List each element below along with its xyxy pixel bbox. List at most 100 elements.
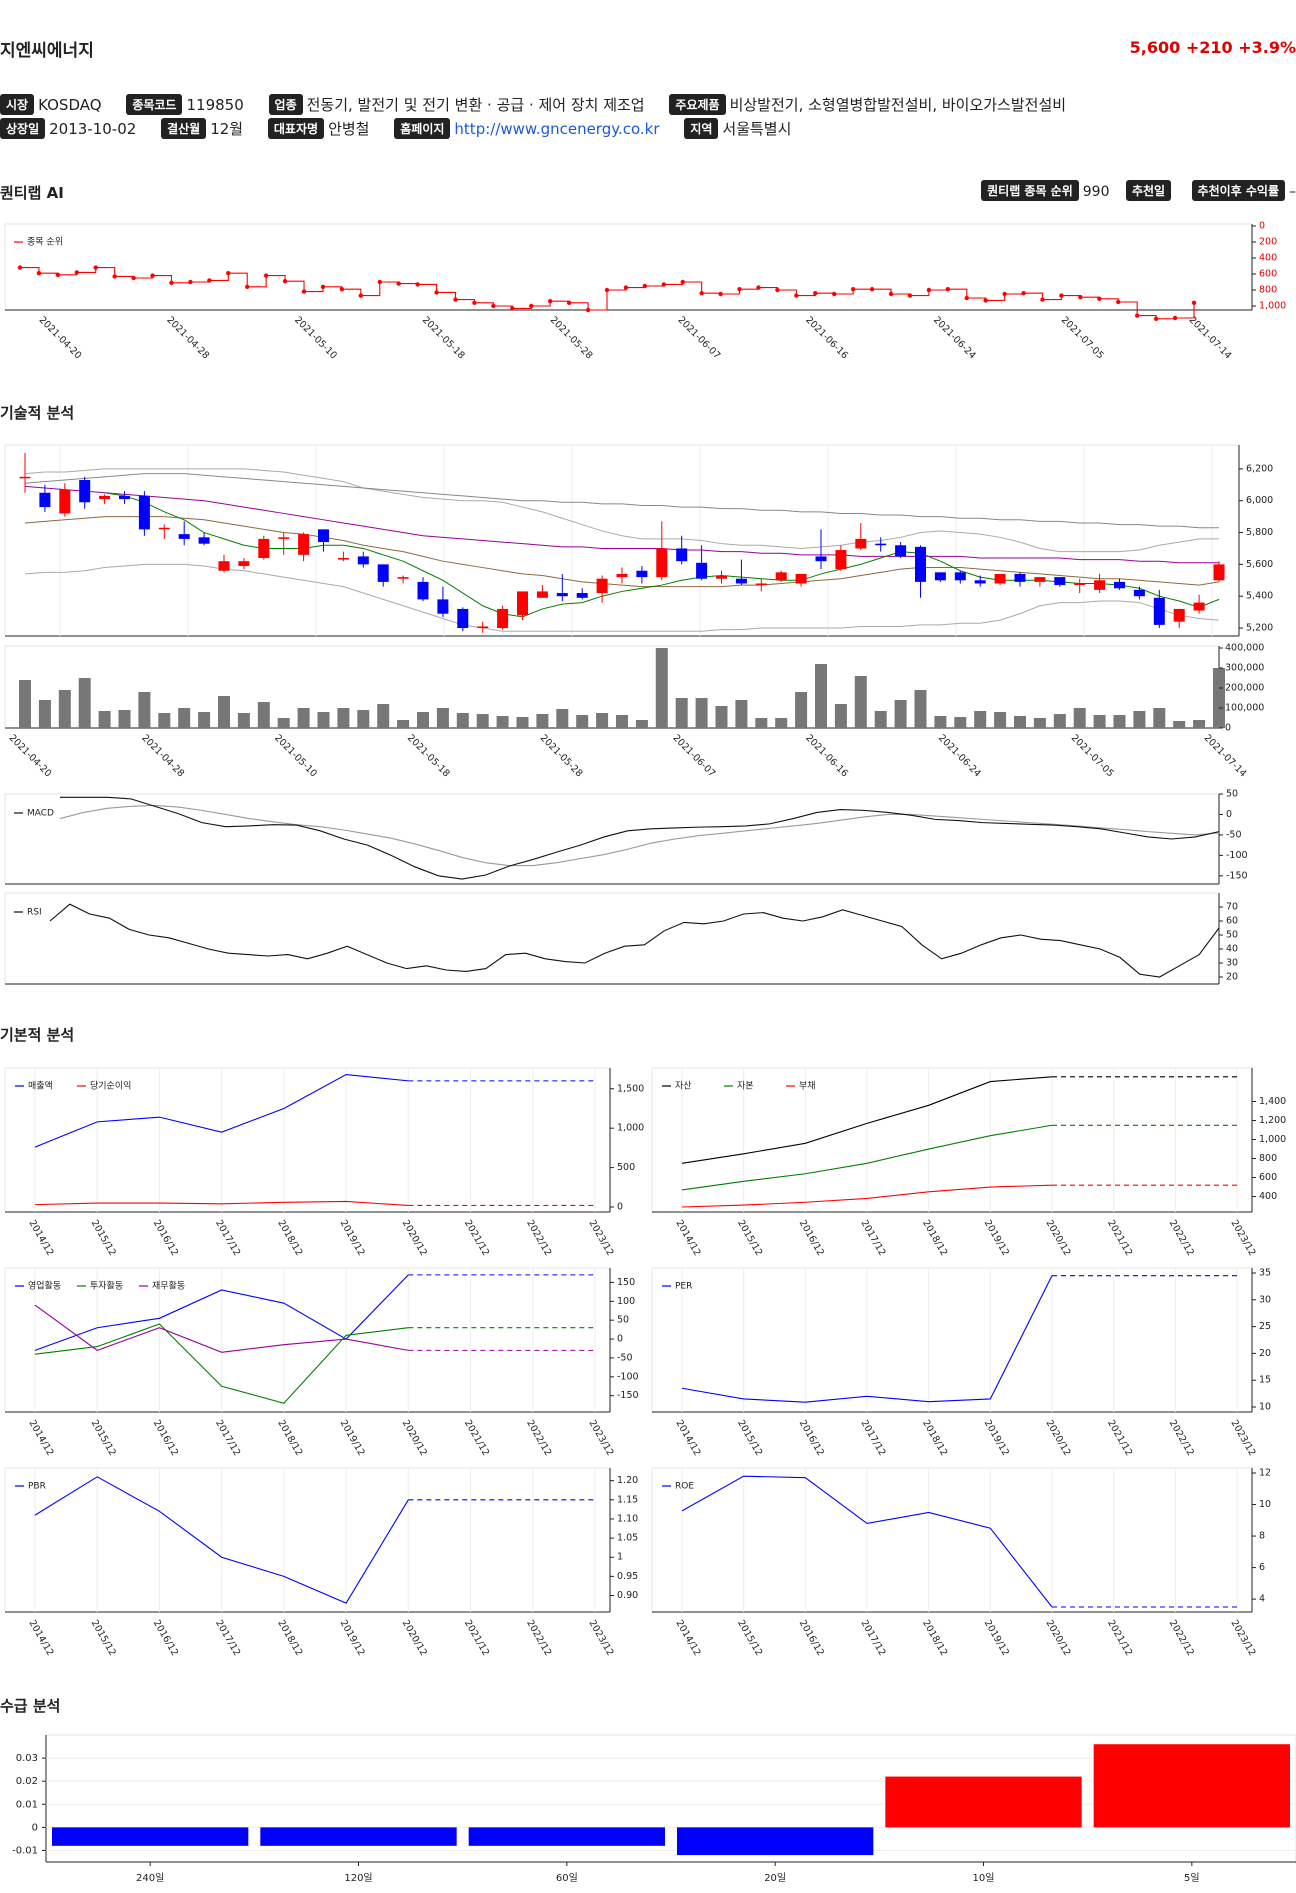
rank-point (1002, 291, 1007, 297)
volume-bar (695, 698, 708, 728)
sales-chart-legend-label: 당기순이익 (90, 1080, 131, 1092)
candle-body (1114, 581, 1125, 589)
rank-chart-frame (4, 223, 1253, 311)
per-chart-ytick-label: 30 (1259, 1294, 1271, 1305)
info-row-2: 상장일 2013-10-02 결산월 12월 대표자명 안병철 홈페이지 http://… (0, 118, 811, 139)
per-chart-ytick-label: 15 (1259, 1375, 1271, 1386)
roe-chart-ytick-label: 10 (1259, 1499, 1271, 1510)
rank-point (1021, 291, 1026, 296)
rank-point (680, 279, 685, 285)
rank-point (1059, 293, 1064, 298)
rank-value: 990 (1082, 184, 1110, 200)
volume-bar (1033, 718, 1046, 728)
candle-body (1034, 577, 1046, 582)
supply-xtick-label: 60일 (556, 1872, 578, 1884)
per-chart-xtick-label: 2017/12 (858, 1418, 887, 1458)
rsi-chart-ytick-label: 60 (1226, 916, 1238, 927)
rank-chart-ytick-label: 800 (1259, 285, 1277, 296)
rank-point (604, 287, 610, 293)
price-ma120-line (24, 473, 1219, 529)
candle-body (198, 537, 210, 544)
candle-body (457, 608, 469, 629)
volume-bar (675, 698, 688, 728)
volume-bar (536, 714, 549, 728)
volume-bar (357, 710, 370, 728)
supply-bar (1093, 1744, 1290, 1828)
candle-body (636, 570, 648, 578)
volume-bar (1093, 715, 1106, 728)
rank-point (169, 280, 174, 285)
volume-bar (934, 716, 947, 728)
per-chart-xtick-label: 2020/12 (1043, 1418, 1072, 1458)
per-chart-series-line (681, 1275, 1053, 1403)
rank-point (491, 303, 496, 309)
volume-bar (19, 680, 31, 728)
candle-body (397, 577, 409, 579)
rank-point (510, 306, 515, 311)
rank-xtick-label: 2021-05-10 (292, 315, 339, 362)
candle-body (337, 558, 349, 560)
candle-body (1173, 608, 1185, 622)
sales-chart-xtick-label: 2019/12 (337, 1218, 366, 1258)
candle-body (238, 561, 250, 566)
candle-body (59, 489, 71, 514)
volume-xtick-label: 2021-07-14 (1202, 733, 1249, 780)
sales-chart-ytick-label: 1,500 (617, 1083, 644, 1094)
rank-point (623, 285, 629, 290)
volume-xtick-label: 2021-04-20 (7, 733, 54, 780)
roe-chart-ytick-label: 8 (1259, 1531, 1265, 1542)
rank-point (566, 300, 572, 305)
sales-chart-legend-label: 매출액 (28, 1080, 53, 1092)
supply-xtick-label: 120일 (344, 1872, 372, 1884)
candle-body (477, 626, 489, 629)
pbr-chart-xtick-label: 2016/12 (151, 1618, 180, 1658)
volume-bar (1193, 720, 1206, 728)
rank-point (188, 279, 193, 285)
macd-chart-legend-label: MACD (27, 809, 54, 819)
supply-ytick-label: 0.03 (16, 1753, 38, 1764)
fiscal-value: 12월 (210, 120, 244, 138)
volume-bar (377, 704, 390, 728)
macd-chart-ytick-label: -100 (1226, 850, 1248, 861)
pbr-chart-xtick-label: 2023/12 (586, 1618, 615, 1658)
cashflow-chart-ytick-label: 50 (617, 1315, 629, 1326)
cashflow-chart-ytick-label: 100 (617, 1296, 635, 1307)
market-value: KOSDAQ (38, 96, 102, 114)
supply-bar (468, 1827, 665, 1846)
roe-chart-xtick-label: 2018/12 (920, 1618, 949, 1658)
volume-bar (874, 711, 887, 728)
volume-bar (138, 692, 151, 728)
candle-body (138, 495, 150, 530)
rank-point (415, 282, 420, 287)
candle-body (1193, 602, 1205, 611)
volume-bar (715, 706, 728, 728)
rank-point (1040, 297, 1045, 302)
rank-chart-ytick-label: 200 (1259, 237, 1277, 248)
price-chart-ytick-label: 6,200 (1246, 463, 1273, 474)
volume-bar (556, 709, 569, 728)
rank-point (453, 297, 458, 302)
homepage-link[interactable]: http://www.gncenergy.co.kr (454, 120, 660, 138)
rank-chart-legend-label: 종목 순위 (27, 237, 63, 248)
per-chart-ytick-label: 10 (1259, 1402, 1271, 1413)
volume-bar (815, 664, 827, 728)
rank-point (983, 298, 988, 303)
candle-body (318, 529, 329, 543)
volume-bar (914, 690, 927, 728)
pbr-chart-xtick-label: 2015/12 (89, 1618, 118, 1658)
supply-ytick-label: 0.02 (16, 1776, 38, 1787)
balance-chart-xtick-label: 2019/12 (982, 1218, 1011, 1258)
volume-bar (118, 710, 131, 728)
volume-bar (894, 700, 907, 728)
macd-chart-ytick-label: 50 (1226, 789, 1238, 800)
section-technical-title: 기술적 분석 (0, 404, 75, 422)
supply-xtick-label: 20일 (764, 1872, 786, 1884)
rsi-line (49, 903, 1220, 978)
volume-xtick-label: 2021-05-10 (272, 733, 319, 780)
rank-point (832, 291, 837, 297)
price-chart-ytick-label: 5,600 (1246, 559, 1273, 570)
rank-point (1191, 300, 1197, 305)
cashflow-chart-xtick-label: 2016/12 (151, 1418, 180, 1458)
pbr-chart-xtick-label: 2014/12 (26, 1618, 55, 1658)
balance-chart-ytick-label: 600 (1259, 1172, 1277, 1183)
